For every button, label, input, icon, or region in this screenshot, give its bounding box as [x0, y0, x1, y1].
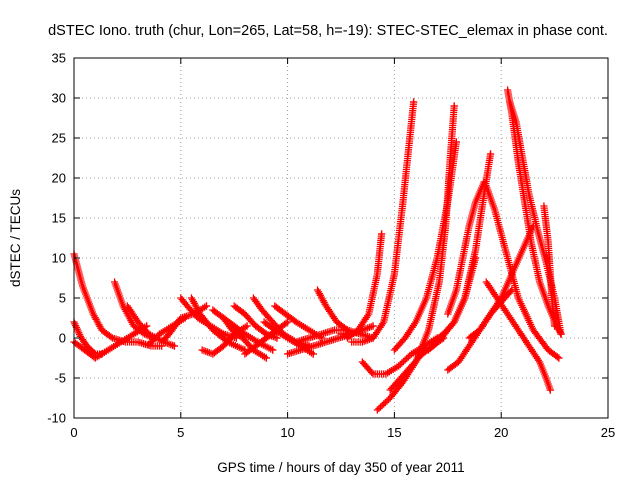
data-point [410, 98, 418, 106]
data-point [273, 334, 281, 342]
data-point [368, 368, 376, 377]
x-tick-label: 0 [70, 425, 77, 440]
y-tick-label: 20 [52, 171, 66, 186]
data-series [429, 150, 495, 346]
data-point [269, 346, 277, 354]
data-point [551, 322, 559, 330]
data-series [358, 334, 441, 378]
data-series [540, 202, 559, 330]
data-series [348, 98, 418, 346]
y-tick-label: -5 [54, 371, 66, 386]
data-point [262, 354, 270, 362]
data-point [170, 342, 178, 350]
y-tick-label: 35 [52, 51, 66, 66]
y-axis-label: dSTEC / TECUs [8, 189, 23, 287]
y-tick-label: 10 [52, 251, 66, 266]
data-point [486, 150, 495, 158]
data-series [444, 178, 488, 318]
data-series [482, 278, 554, 394]
x-tick-label: 20 [494, 425, 508, 440]
data-series [187, 294, 249, 354]
data-point [284, 318, 292, 326]
chart-title: dSTEC Iono. truth (chur, Lon=265, Lat=58… [48, 23, 608, 39]
y-tick-label: -10 [47, 411, 66, 426]
x-axis-label: GPS time / hours of day 350 of year 2011 [217, 460, 464, 475]
data-point [557, 330, 565, 338]
plot-frame [73, 57, 609, 419]
x-tick-label: 15 [387, 425, 401, 440]
data-marks [70, 86, 565, 414]
data-point [450, 102, 458, 110]
data-point [508, 286, 516, 294]
data-point [369, 322, 377, 330]
y-tick-label: 15 [52, 211, 66, 226]
data-series [292, 326, 352, 346]
y-tick-label: 30 [52, 91, 66, 106]
y-tick-label: 5 [59, 291, 66, 306]
data-point [377, 230, 386, 238]
data-point [546, 386, 554, 394]
data-series [219, 314, 270, 362]
data-point [452, 138, 460, 146]
y-tick-label: 25 [52, 131, 66, 146]
data-series [390, 138, 460, 354]
axis-ticks: 0 5 10 15 20 25 -10 -5 0 5 10 15 20 25 30 35 [47, 51, 615, 441]
data-series [482, 182, 563, 362]
x-tick-label: 5 [177, 425, 184, 440]
data-point [553, 353, 561, 361]
data-point [107, 333, 115, 341]
data-point [202, 302, 211, 310]
data-series [444, 286, 516, 374]
x-tick-label: 10 [280, 425, 294, 440]
data-point [309, 350, 317, 358]
x-tick-label: 25 [601, 425, 615, 440]
data-point [282, 319, 290, 327]
data-point [480, 178, 488, 186]
data-point [555, 354, 563, 362]
data-series [343, 230, 386, 342]
data-point [506, 287, 515, 296]
data-point [243, 322, 251, 330]
y-tick-label: 0 [59, 331, 66, 346]
